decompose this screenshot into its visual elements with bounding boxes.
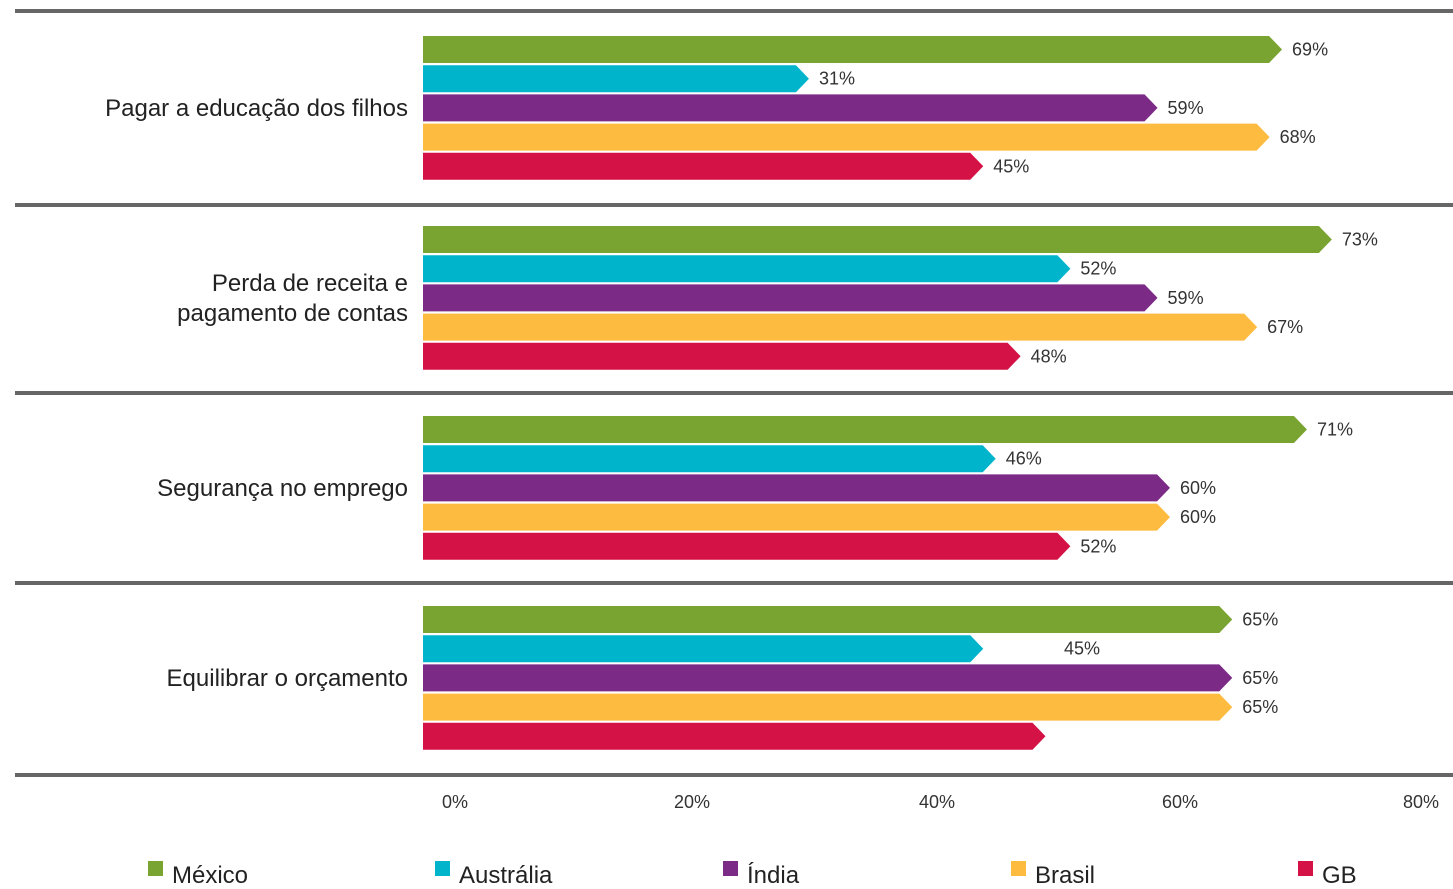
category-label: Pagar a educação dos filhos <box>105 95 408 122</box>
legend: México Austrália Índia Brasil GB <box>148 861 1357 889</box>
value-label: 59% <box>1168 98 1204 118</box>
bars <box>423 36 1332 750</box>
bar-india-2 <box>423 284 1158 312</box>
bar-gb-3 <box>423 532 1071 560</box>
legend-swatch <box>1011 861 1026 876</box>
legend-label: Brasil <box>1035 862 1095 889</box>
bar-brasil-4 <box>423 693 1233 721</box>
group-separators <box>15 9 1453 777</box>
value-label: 68% <box>1280 127 1316 147</box>
bar-australia-1 <box>423 65 809 93</box>
legend-item-brasil: Brasil <box>1011 861 1095 889</box>
bar-brasil-3 <box>423 503 1170 531</box>
bar-brasil-2 <box>423 313 1258 341</box>
category-label: pagamento de contas <box>177 300 408 327</box>
value-label: 52% <box>1080 536 1116 556</box>
x-tick-label: 80% <box>1403 792 1439 812</box>
value-label: 71% <box>1317 420 1353 440</box>
bar-australia-4 <box>423 635 984 663</box>
legend-item-gb: GB <box>1298 861 1357 889</box>
bar-mexico-2 <box>423 226 1332 253</box>
value-label: 60% <box>1180 478 1216 498</box>
legend-label: Índia <box>747 862 800 889</box>
value-label: 69% <box>1292 40 1328 60</box>
value-label: 45% <box>993 156 1029 176</box>
value-label: 46% <box>1006 449 1042 469</box>
bar-gb-2 <box>423 342 1021 370</box>
legend-item-australia: Austrália <box>435 861 553 889</box>
legend-swatch <box>435 861 450 876</box>
bar-gb-4 <box>423 722 1046 750</box>
x-tick-label: 0% <box>442 792 468 812</box>
value-label: 59% <box>1168 288 1204 308</box>
legend-swatch <box>723 861 738 876</box>
legend-label: Austrália <box>459 862 553 889</box>
value-label: 48% <box>1031 346 1067 366</box>
legend-item-india: Índia <box>723 861 800 889</box>
bar-brasil-1 <box>423 123 1270 151</box>
x-tick-label: 60% <box>1162 792 1198 812</box>
bar-australia-2 <box>423 255 1071 283</box>
legend-label: GB <box>1322 862 1357 889</box>
bar-india-4 <box>423 664 1233 692</box>
value-label: 60% <box>1180 507 1216 527</box>
category-labels: Pagar a educação dos filhos Perda de rece… <box>105 95 408 692</box>
bar-gb-1 <box>423 152 984 180</box>
legend-label: México <box>172 862 248 889</box>
value-label: 65% <box>1242 668 1278 688</box>
x-tick-label: 40% <box>919 792 955 812</box>
value-label: 45% <box>1064 639 1100 659</box>
legend-swatch <box>148 861 163 876</box>
category-label: Perda de receita e <box>212 270 408 297</box>
value-label: 65% <box>1242 697 1278 717</box>
value-label: 67% <box>1267 317 1303 337</box>
bar-mexico-4 <box>423 606 1233 633</box>
bar-mexico-3 <box>423 416 1307 443</box>
legend-item-mexico: México <box>148 861 248 889</box>
value-label: 31% <box>819 69 855 89</box>
bar-mexico-1 <box>423 36 1283 63</box>
x-axis-ticks: 0% 20% 40% 60% 80% <box>442 792 1439 812</box>
value-label: 52% <box>1080 259 1116 279</box>
bar-australia-3 <box>423 445 996 473</box>
bar-india-3 <box>423 474 1170 502</box>
category-label: Segurança no emprego <box>157 475 408 502</box>
x-tick-label: 20% <box>674 792 710 812</box>
value-label: 65% <box>1242 610 1278 630</box>
category-label: Equilibrar o orçamento <box>167 665 408 692</box>
legend-swatch <box>1298 861 1313 876</box>
value-label: 73% <box>1342 230 1378 250</box>
bar-india-1 <box>423 94 1158 122</box>
value-labels: 69% 31% 59% 68% 45% 73% 52% 59% 67% 48% 71% 46% 60% 6… <box>819 40 1378 718</box>
